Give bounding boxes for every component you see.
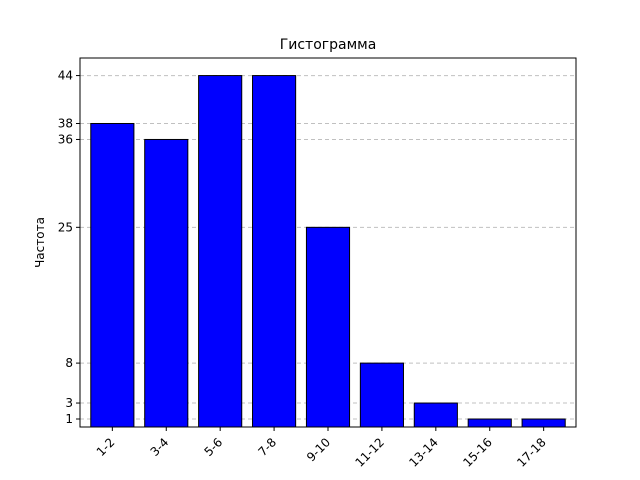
x-tick-label: 9-10 bbox=[304, 435, 333, 464]
bar-13-14 bbox=[413, 402, 458, 428]
bar-15-16 bbox=[467, 418, 512, 428]
x-tick-label: 11-12 bbox=[352, 435, 387, 470]
bar-9-10 bbox=[305, 226, 351, 428]
y-tick-label: 44 bbox=[58, 69, 73, 83]
x-axis-ticks: 1-2 3-4 5-6 7-8 9-10 11-12 13-14 15-16 17-18 bbox=[94, 427, 549, 470]
plot-frame bbox=[79, 57, 577, 428]
x-tick-label: 3-4 bbox=[148, 435, 172, 459]
bar-17-18 bbox=[521, 418, 566, 428]
y-tick-label: 1 bbox=[65, 412, 73, 426]
y-tick-label: 3 bbox=[65, 396, 73, 410]
bar-7-8 bbox=[252, 75, 297, 428]
bar-5-6 bbox=[198, 75, 243, 428]
y-tick-label: 8 bbox=[65, 356, 73, 370]
x-tick-label: 7-8 bbox=[255, 435, 279, 459]
x-tick-label: 17-18 bbox=[514, 435, 549, 470]
bar-3-4 bbox=[144, 138, 189, 428]
x-tick-label: 13-14 bbox=[406, 435, 441, 470]
bars bbox=[90, 75, 566, 428]
y-tick-label: 38 bbox=[58, 116, 73, 130]
x-tick-label: 1-2 bbox=[94, 435, 118, 459]
bar-11-12 bbox=[359, 362, 404, 428]
bar-1-2 bbox=[90, 122, 135, 428]
y-axis-label: Частота bbox=[33, 217, 47, 268]
chart-title: Гистограмма bbox=[280, 37, 377, 53]
x-tick-label: 5-6 bbox=[202, 435, 226, 459]
y-tick-label: 36 bbox=[58, 132, 73, 146]
x-tick-label: 15-16 bbox=[460, 435, 495, 470]
y-tick-label: 25 bbox=[58, 220, 73, 234]
